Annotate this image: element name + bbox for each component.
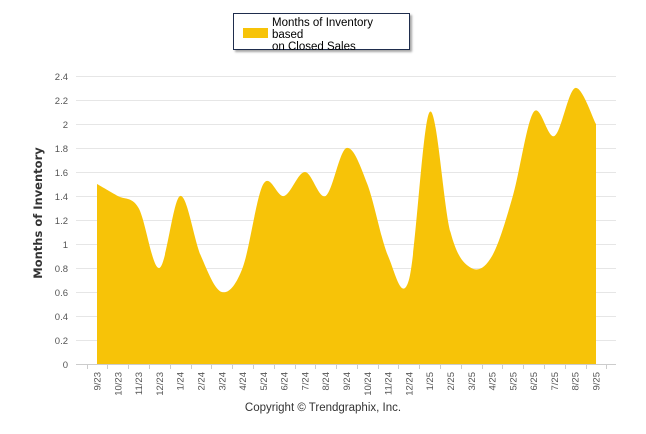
x-tick-label: 9/24 bbox=[342, 372, 353, 391]
x-tick-label: 12/23 bbox=[155, 372, 166, 396]
x-tick-label: 8/24 bbox=[321, 372, 332, 391]
x-tick-label: 11/23 bbox=[134, 372, 145, 395]
x-tick-label: 3/25 bbox=[467, 372, 478, 391]
x-tick-label: 10/23 bbox=[113, 372, 124, 396]
data-point-1-25 bbox=[428, 110, 432, 114]
x-tick-label: 6/25 bbox=[529, 372, 540, 391]
x-tick-label: 1/24 bbox=[176, 372, 187, 391]
legend[interactable]: Months of Inventory based on Closed Sale… bbox=[233, 13, 410, 53]
x-axis: 9/23 10/23 11/23 12/23 1/24 2/24 3/24 4/24 5/24 6… bbox=[76, 364, 616, 396]
data-point-10-23 bbox=[116, 194, 120, 198]
x-tick-label: 2/24 bbox=[196, 372, 207, 391]
data-point-11-24 bbox=[386, 254, 390, 258]
legend-label-line1: Months of Inventory based bbox=[272, 17, 373, 41]
data-point-10-24 bbox=[365, 182, 369, 186]
y-tick-label: 1.6 bbox=[55, 168, 68, 179]
data-point-9-25 bbox=[594, 122, 598, 126]
data-point-12-23 bbox=[157, 266, 161, 270]
data-point-3-24 bbox=[220, 290, 224, 294]
y-tick-label: 2.4 bbox=[55, 72, 68, 83]
y-axis: 0 0.2 0.4 0.6 0.8 1 1.2 1.4 1.6 1.8 2 2.2 2.4 bbox=[55, 72, 68, 371]
x-tick-label: 4/24 bbox=[238, 372, 249, 391]
data-point-5-25 bbox=[511, 194, 515, 198]
y-tick-label: 0 bbox=[63, 360, 68, 371]
y-tick-label: 0.2 bbox=[55, 336, 68, 347]
data-point-8-25 bbox=[573, 86, 577, 90]
data-point-3-25 bbox=[469, 266, 473, 270]
x-tick-label: 12/24 bbox=[404, 372, 415, 396]
legend-label: Months of Inventory based on Closed Sale… bbox=[272, 17, 407, 53]
y-tick-label: 0.4 bbox=[55, 312, 68, 323]
y-axis-title: Months of Inventory bbox=[31, 147, 45, 279]
x-tick-label: 3/24 bbox=[217, 372, 228, 391]
y-tick-label: 1.4 bbox=[55, 192, 68, 203]
x-tick-label: 2/25 bbox=[446, 372, 457, 391]
y-tick-label: 1.2 bbox=[55, 216, 68, 227]
x-tick-label: 11/24 bbox=[384, 372, 395, 395]
y-tick-label: 0.6 bbox=[55, 288, 68, 299]
area-series bbox=[95, 86, 598, 364]
x-tick-label: 1/25 bbox=[425, 372, 436, 391]
data-point-4-24 bbox=[241, 266, 245, 270]
data-point-1-24 bbox=[178, 194, 182, 198]
data-point-7-24 bbox=[303, 170, 307, 174]
data-point-7-25 bbox=[552, 134, 556, 138]
x-tick-label: 7/25 bbox=[550, 372, 561, 391]
data-point-2-24 bbox=[199, 254, 203, 258]
area-fill bbox=[97, 87, 596, 364]
y-tick-label: 1 bbox=[63, 240, 68, 251]
data-point-8-24 bbox=[324, 194, 328, 198]
data-point-12-24 bbox=[407, 278, 411, 282]
data-point-6-25 bbox=[532, 110, 536, 114]
y-tick-label: 2.2 bbox=[55, 96, 68, 107]
data-point-2-25 bbox=[448, 230, 452, 234]
x-tick-label: 5/24 bbox=[259, 372, 270, 391]
x-tick-label: 6/24 bbox=[280, 372, 291, 391]
data-point-11-23 bbox=[137, 206, 141, 210]
x-tick-label: 10/24 bbox=[363, 372, 374, 396]
legend-swatch bbox=[243, 28, 268, 38]
x-tick-label: 5/25 bbox=[508, 372, 519, 391]
y-tick-label: 0.8 bbox=[55, 264, 68, 275]
x-tick-label: 8/25 bbox=[571, 372, 582, 391]
copyright-text: Copyright © Trendgraphix, Inc. bbox=[244, 402, 402, 414]
x-tick-label: 9/25 bbox=[592, 372, 603, 391]
y-tick-label: 2 bbox=[63, 120, 68, 131]
data-point-5-24 bbox=[261, 182, 265, 186]
data-point-6-24 bbox=[282, 194, 286, 198]
data-point-4-25 bbox=[490, 254, 494, 258]
y-tick-label: 1.8 bbox=[55, 144, 68, 155]
x-tick-label: 7/24 bbox=[300, 372, 311, 391]
data-point-9-23 bbox=[95, 182, 99, 186]
x-tick-label: 4/25 bbox=[488, 372, 499, 391]
x-tick-label: 9/23 bbox=[93, 372, 104, 391]
legend-label-line2: on Closed Sales bbox=[272, 41, 356, 53]
data-point-9-24 bbox=[345, 146, 349, 150]
